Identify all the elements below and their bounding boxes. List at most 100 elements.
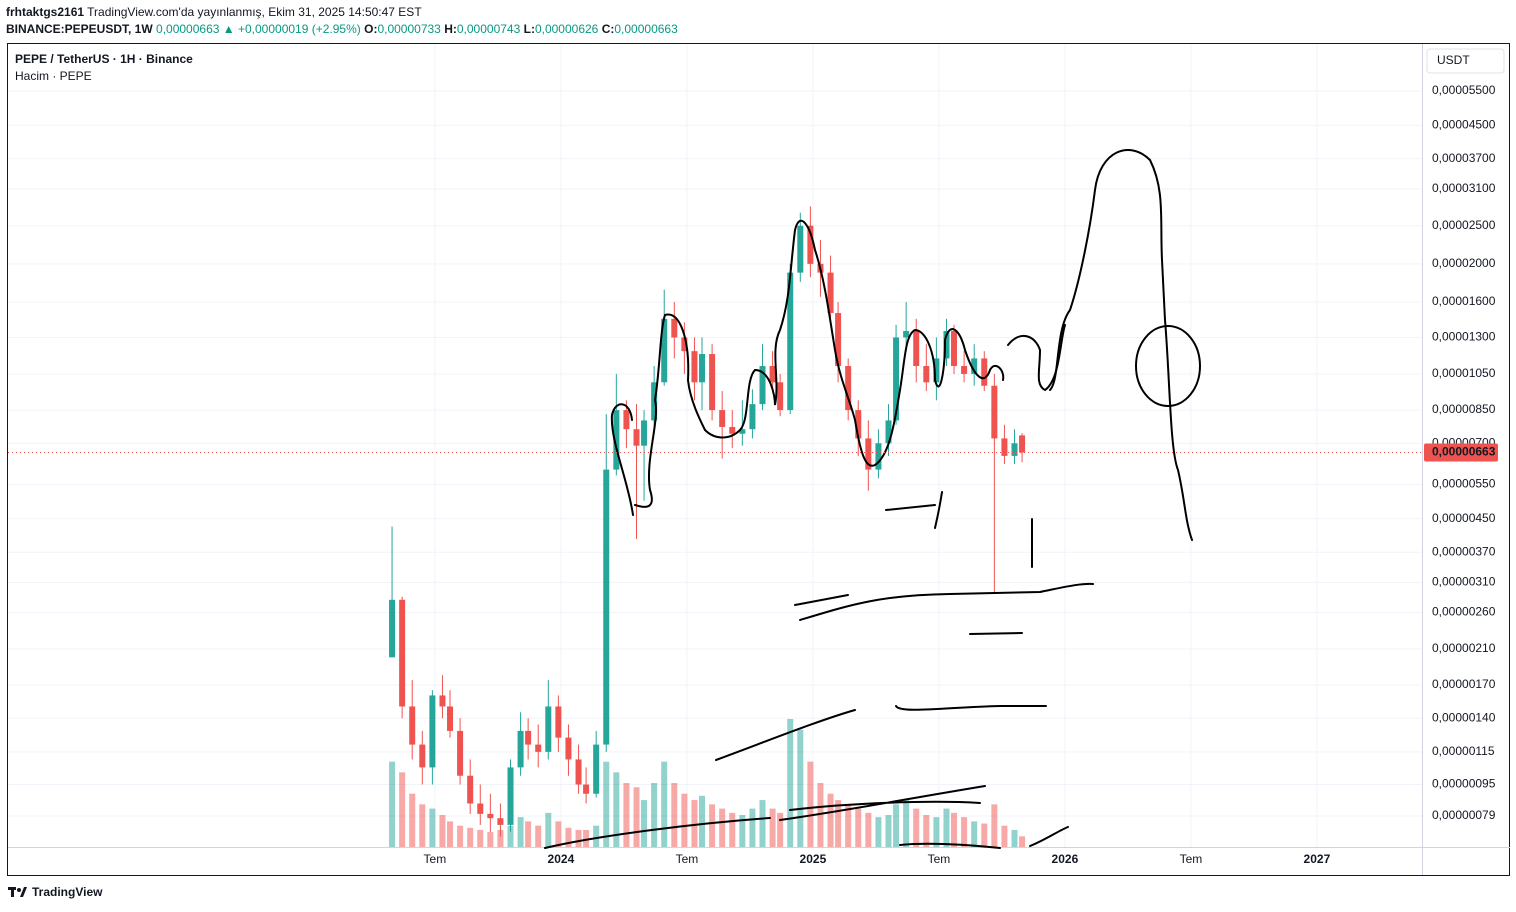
y-tick-label: 0,00000140 — [1432, 710, 1496, 724]
ohlc-value: 0,00000743 — [456, 22, 521, 36]
volume-bar — [807, 761, 814, 847]
candle-body — [409, 706, 416, 745]
volume-bar — [749, 808, 756, 847]
candle-body — [467, 775, 474, 804]
volume-bar — [913, 808, 920, 847]
chart-title: PEPE / TetherUS · 1H · Binance — [15, 52, 193, 66]
y-tick-label: 0,00000115 — [1432, 744, 1495, 758]
drawing — [794, 582, 1094, 621]
y-tick-label: 0,00000450 — [1432, 511, 1496, 525]
volume-bar — [487, 832, 494, 847]
published: TradingView.com'da yayınlanmış, Ekim 31,… — [87, 5, 422, 19]
volume-bar — [517, 817, 524, 847]
candle-body — [419, 744, 426, 768]
volume-bar — [429, 808, 436, 847]
candle-body — [729, 426, 736, 434]
candle-body — [865, 438, 872, 470]
y-tick-label: 0,00001050 — [1432, 366, 1496, 380]
volume-bar — [603, 761, 610, 847]
candle-body — [545, 706, 552, 752]
y-tick-label: 0,00000850 — [1432, 402, 1496, 416]
volume-bar — [497, 829, 504, 847]
y-tick-label: 0,00000210 — [1432, 641, 1496, 655]
last-price-label: 0,00000663 — [1432, 445, 1496, 459]
x-tick-label: Tem — [424, 852, 447, 866]
volume-bar — [681, 793, 688, 847]
y-tick-label: 0,00000095 — [1432, 777, 1496, 791]
currency-box[interactable] — [1426, 48, 1505, 74]
volume-bar — [439, 815, 446, 847]
volume-bar — [827, 793, 834, 847]
y-tick-label: 0,00003100 — [1432, 181, 1496, 195]
drawing — [969, 632, 1023, 635]
last: 0,00000663 — [156, 22, 220, 36]
volume-bar — [409, 793, 416, 847]
y-tick-label: 0,00005500 — [1432, 83, 1496, 97]
volume-bar — [467, 827, 474, 847]
ohlc-value: 0,00000733 — [377, 22, 441, 36]
chart-subtitle: Hacim · PEPE — [15, 69, 92, 83]
volume-bar — [797, 729, 804, 847]
change: ▲ +0,00000019 (+2.95%) — [222, 22, 361, 36]
volume-bar — [389, 761, 396, 847]
volume-bar — [961, 817, 968, 847]
volume-bar — [399, 772, 406, 847]
volume-bar — [447, 821, 454, 847]
volume-bar — [777, 812, 784, 847]
candle-body — [961, 366, 968, 374]
drawing — [1049, 149, 1193, 541]
candle-body — [641, 420, 648, 446]
volume-bar — [535, 825, 542, 847]
x-tick-label: 2026 — [1052, 852, 1079, 866]
candle-body — [389, 599, 396, 658]
candle-body — [477, 803, 484, 814]
candle-body — [623, 410, 630, 430]
volume — [389, 719, 1026, 847]
volume-bar — [651, 783, 658, 847]
volume-bar — [787, 719, 794, 847]
ohlc-label: H: — [444, 22, 457, 36]
candle-body — [613, 410, 620, 470]
candle-body — [439, 695, 446, 707]
volume-bar — [641, 800, 648, 847]
brand: TradingView — [32, 885, 103, 899]
volume-bar — [933, 817, 940, 847]
candle-body — [555, 706, 562, 738]
candles — [389, 206, 1026, 837]
ohlc-label: C: — [601, 22, 615, 36]
candle-body — [893, 337, 900, 421]
y-tick-label: 0,00000260 — [1432, 605, 1496, 619]
candle-body — [797, 225, 804, 273]
candle-body — [429, 695, 436, 768]
volume-bar — [943, 808, 950, 847]
frame — [7, 43, 1510, 876]
y-tick-label: 0,00003700 — [1432, 151, 1496, 165]
candle-body — [535, 744, 542, 752]
y-tick-label: 0,00004500 — [1432, 117, 1496, 131]
candle-body — [759, 366, 766, 405]
candle-body — [923, 366, 930, 383]
y-tick-label: 0,00000550 — [1432, 477, 1496, 491]
logo — [8, 887, 27, 897]
drawing — [715, 705, 1047, 761]
candle-body — [565, 737, 572, 760]
volume-bar — [729, 812, 736, 847]
volume-bar — [613, 772, 620, 847]
volume-bar — [1001, 825, 1008, 847]
candle-body — [651, 382, 658, 421]
ohlc-value: 0,00000626 — [534, 22, 599, 36]
volume-bar — [769, 808, 776, 847]
volume-bar — [671, 783, 678, 847]
candle-body — [875, 443, 882, 470]
candle-body — [787, 272, 794, 411]
ohlc-label: L: — [523, 22, 535, 36]
candle-body — [699, 354, 706, 383]
candle-body — [1019, 435, 1026, 453]
candle-body — [903, 331, 910, 338]
volume-bar — [477, 829, 484, 847]
y-tick-label: 0,00002000 — [1432, 256, 1496, 270]
candle-body — [447, 706, 454, 731]
symbol: BINANCE:PEPEUSDT, 1W — [6, 22, 153, 36]
volume-bar — [991, 804, 998, 847]
